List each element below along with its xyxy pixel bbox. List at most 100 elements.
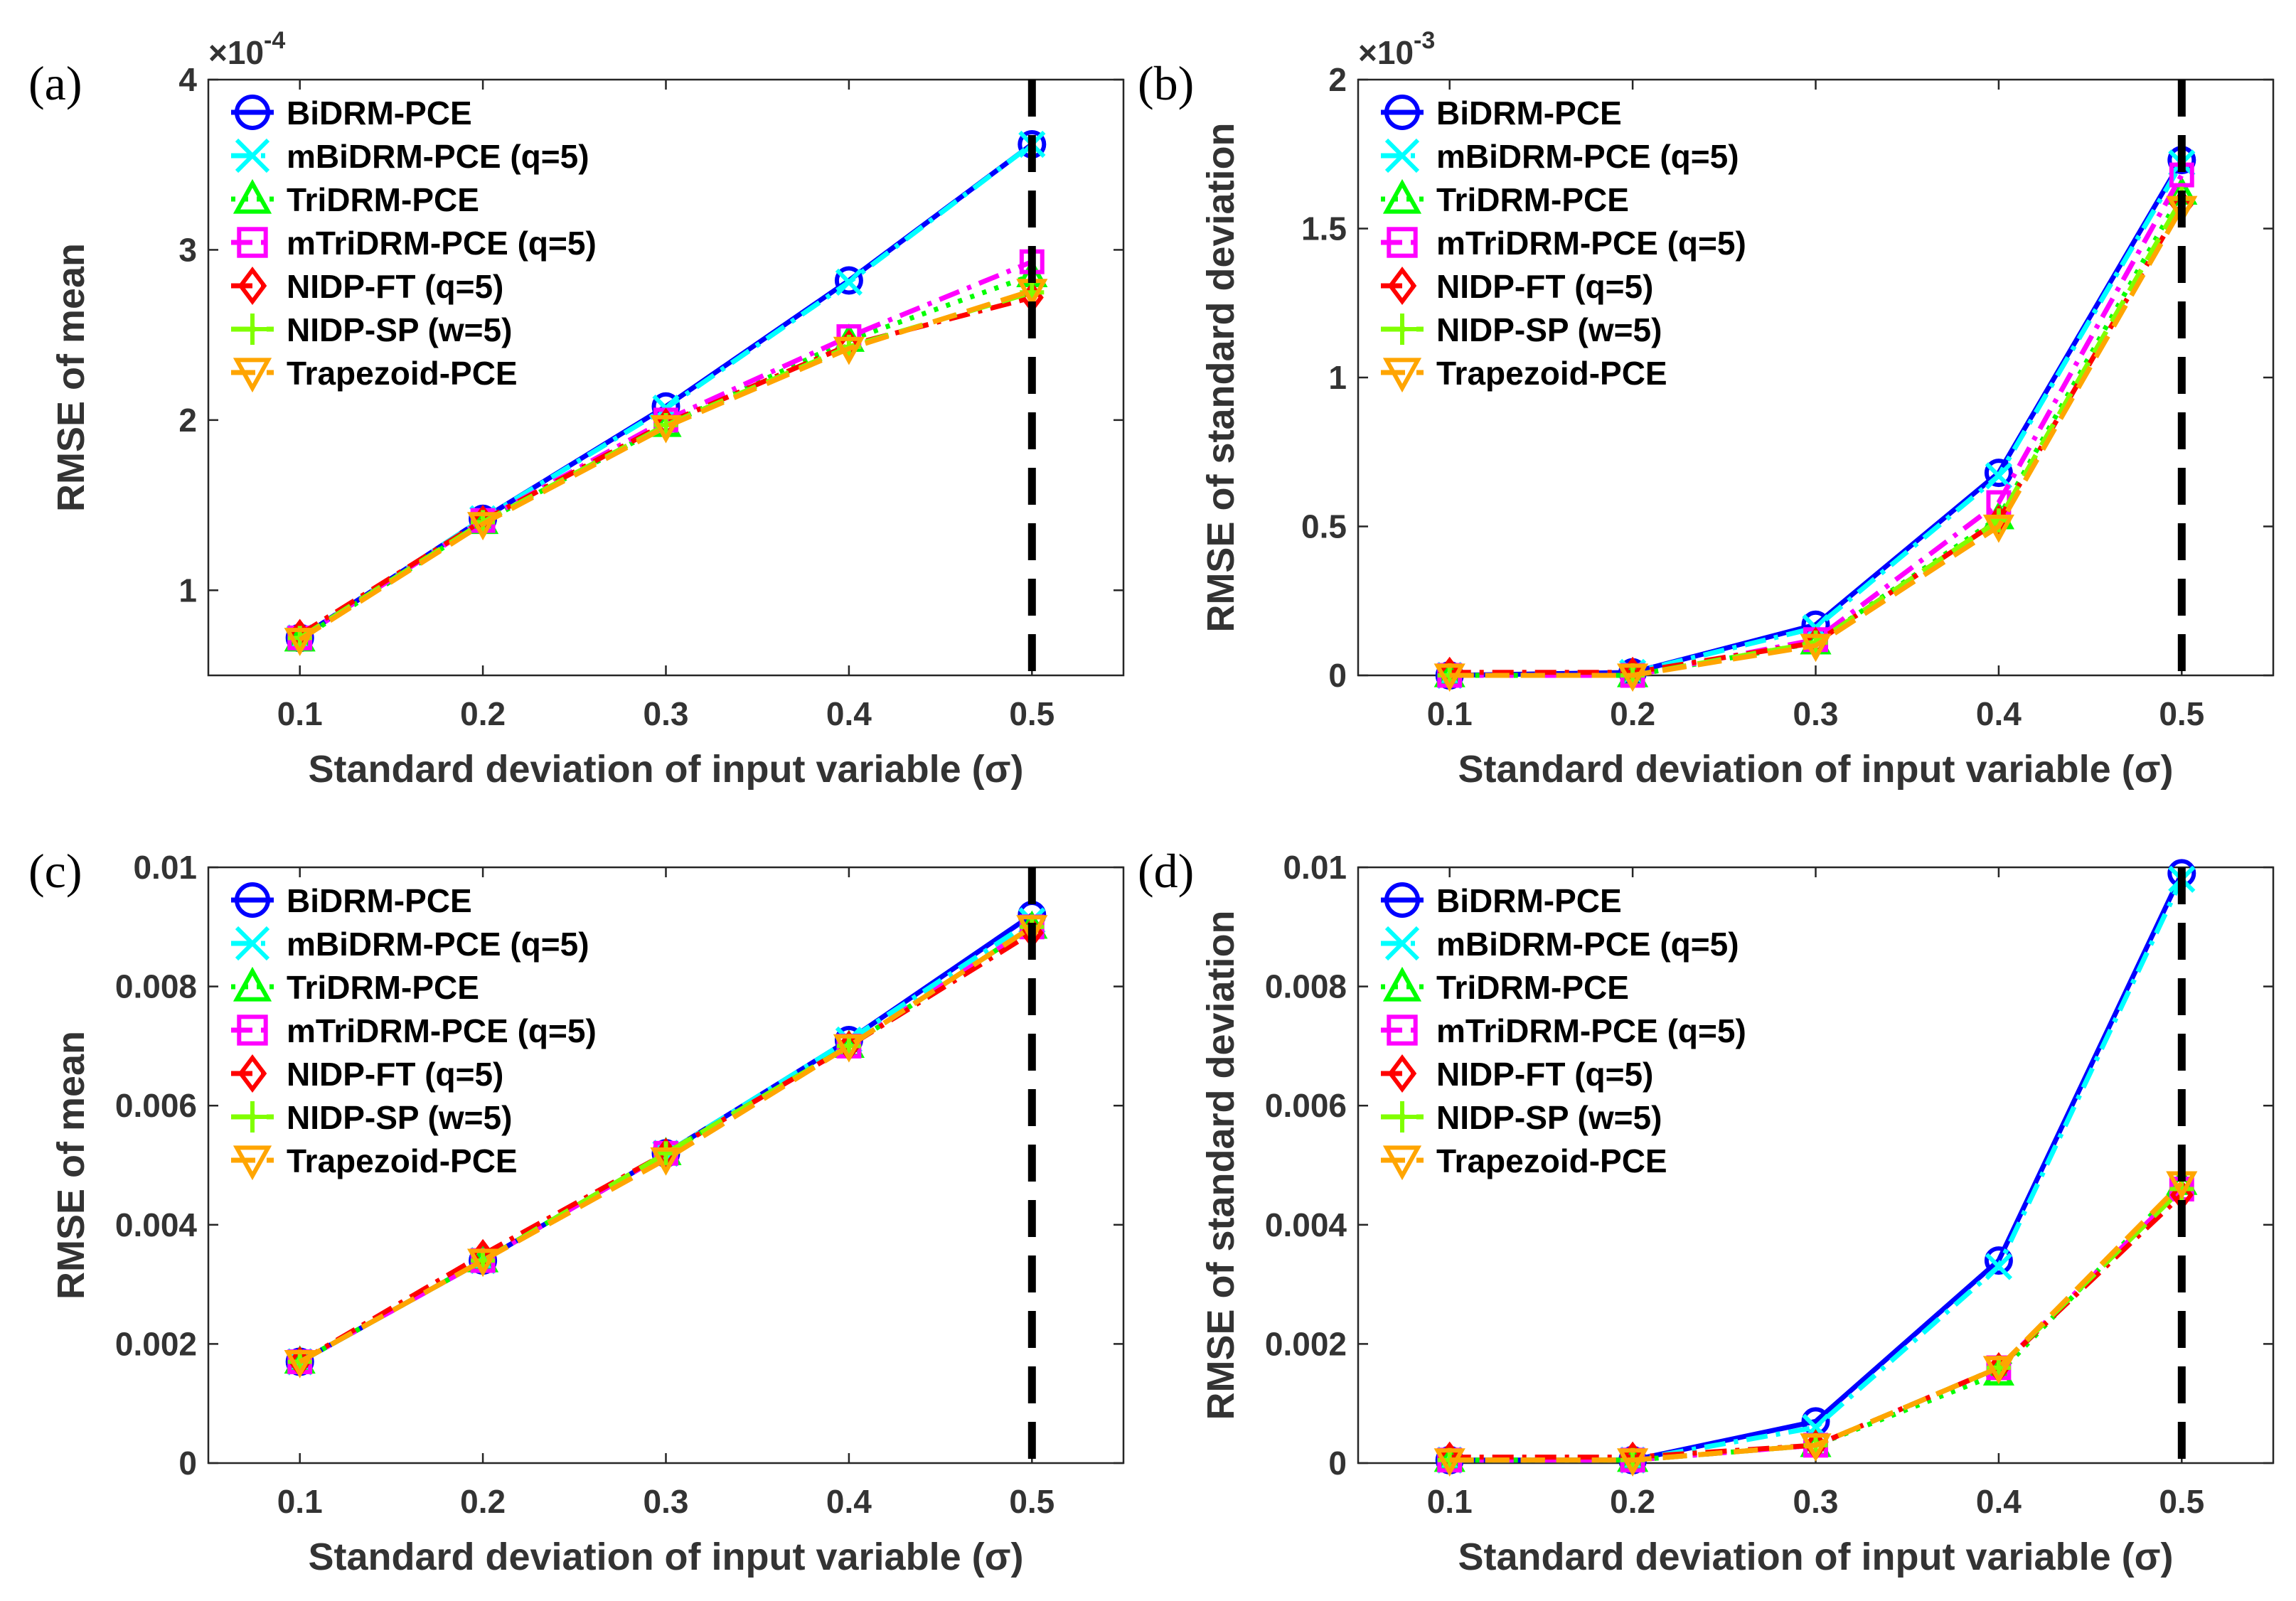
legend-label: TriDRM-PCE xyxy=(287,969,479,1006)
x-tick-label: 0.4 xyxy=(826,695,872,732)
y-tick-label: 0.006 xyxy=(1265,1087,1347,1124)
legend-item: Trapezoid-PCE xyxy=(231,355,518,393)
legend-marker xyxy=(235,926,270,961)
legend-marker xyxy=(1384,926,1420,961)
legend-item: mBiDRM-PCE (q=5) xyxy=(231,926,589,963)
legend-marker xyxy=(237,314,268,345)
legend-marker xyxy=(1387,1054,1417,1093)
legend: BiDRM-PCE mBiDRM-PCE (q=5) TriDRM-PCE mTriD… xyxy=(1381,95,1746,393)
legend-item: NIDP-FT (q=5) xyxy=(1381,267,1653,305)
x-tick-label: 0.4 xyxy=(826,1483,872,1520)
legend-marker xyxy=(233,966,272,1002)
y-tick-label: 1.5 xyxy=(1301,210,1347,247)
legend-item: TriDRM-PCE xyxy=(1381,966,1629,1006)
legend-marker xyxy=(1382,358,1422,393)
legend-label: NIDP-SP (w=5) xyxy=(1436,311,1662,348)
data-point xyxy=(1800,1433,1832,1462)
y-tick-label: 2 xyxy=(1328,61,1347,98)
legend-item: NIDP-SP (w=5) xyxy=(1381,1099,1662,1136)
x-axis-label: Standard deviation of input variable (σ) xyxy=(1458,1536,2173,1578)
x-tick-label: 0.4 xyxy=(1976,1483,2022,1520)
data-point xyxy=(467,1248,499,1278)
legend: BiDRM-PCE mBiDRM-PCE (q=5) TriDRM-PCE mTriD… xyxy=(231,882,597,1181)
legend-item: Trapezoid-PCE xyxy=(1381,355,1667,393)
legend-item: BiDRM-PCE xyxy=(231,95,472,132)
legend-marker xyxy=(235,138,270,173)
x-tick-label: 0.3 xyxy=(644,1483,689,1520)
legend-marker xyxy=(233,178,272,214)
legend-marker xyxy=(233,1145,272,1181)
legend-marker xyxy=(1387,1014,1418,1046)
y-tick-label: 0.004 xyxy=(1265,1206,1347,1243)
legend-marker xyxy=(1384,95,1420,130)
legend-label: NIDP-FT (q=5) xyxy=(1436,268,1653,305)
legend-label: NIDP-FT (q=5) xyxy=(287,268,503,305)
legend-item: NIDP-SP (w=5) xyxy=(231,311,512,348)
y-tick-label: 2 xyxy=(178,402,197,439)
y-tick-label: 1 xyxy=(178,572,197,609)
legend-item: TriDRM-PCE xyxy=(1381,178,1629,218)
legend: BiDRM-PCE mBiDRM-PCE (q=5) TriDRM-PCE mTriD… xyxy=(1381,882,1746,1181)
legend-label: NIDP-SP (w=5) xyxy=(1436,1099,1662,1136)
legend-label: BiDRM-PCE xyxy=(287,95,472,132)
legend-item: mBiDRM-PCE (q=5) xyxy=(1381,926,1739,963)
series-line xyxy=(298,931,1034,1364)
x-tick-label: 0.5 xyxy=(1009,695,1054,732)
legend-marker xyxy=(237,1101,268,1133)
y-tick-label: 0.5 xyxy=(1301,508,1347,545)
legend-marker xyxy=(1387,227,1418,258)
series-line xyxy=(1449,878,2184,1463)
y-exponent-label: ×10-3 xyxy=(1358,27,1435,71)
legend-item: mTriDRM-PCE (q=5) xyxy=(1381,1012,1746,1049)
legend-marker xyxy=(237,1014,268,1046)
series-line xyxy=(299,924,1034,1364)
legend-label: TriDRM-PCE xyxy=(1436,181,1629,218)
data-point xyxy=(835,268,863,296)
legend-label: NIDP-FT (q=5) xyxy=(287,1056,503,1093)
panel-label: (c) xyxy=(28,844,82,898)
y-tick-label: 0 xyxy=(178,1445,197,1482)
x-tick-label: 0.2 xyxy=(1610,1483,1655,1520)
series-trapezoid-pce xyxy=(284,279,1048,656)
data-point xyxy=(834,266,863,295)
legend-item: NIDP-FT (q=5) xyxy=(1381,1054,1653,1093)
legend-marker xyxy=(1384,138,1420,173)
legend-label: mTriDRM-PCE (q=5) xyxy=(287,1012,597,1049)
axes-box xyxy=(1357,866,2275,1465)
legend-label: BiDRM-PCE xyxy=(287,882,472,919)
data-point xyxy=(1984,1246,2013,1275)
legend-label: Trapezoid-PCE xyxy=(287,1142,518,1179)
legend-label: mTriDRM-PCE (q=5) xyxy=(1436,225,1746,262)
x-tick-label: 0.3 xyxy=(644,695,689,732)
legend-marker xyxy=(237,227,268,258)
legend-item: mTriDRM-PCE (q=5) xyxy=(1381,225,1746,262)
legend-marker xyxy=(1387,267,1417,305)
legend-label: BiDRM-PCE xyxy=(1436,95,1622,132)
legend-label: BiDRM-PCE xyxy=(1436,882,1622,919)
legend-label: Trapezoid-PCE xyxy=(1436,355,1667,392)
series-line xyxy=(1449,206,2184,678)
legend-label: mBiDRM-PCE (q=5) xyxy=(1436,138,1739,175)
series-line xyxy=(299,924,1034,1364)
x-axis-label: Standard deviation of input variable (σ) xyxy=(308,1536,1023,1578)
y-tick-label: 0.01 xyxy=(133,849,197,886)
panel-label: (a) xyxy=(28,56,82,110)
data-point xyxy=(833,1034,865,1063)
legend-label: Trapezoid-PCE xyxy=(1436,1142,1667,1179)
legend-item: NIDP-FT (q=5) xyxy=(231,267,503,305)
data-point xyxy=(1617,663,1649,692)
x-tick-label: 0.2 xyxy=(1610,695,1655,732)
data-point xyxy=(467,512,499,541)
x-tick-label: 0.2 xyxy=(460,695,506,732)
x-tick-label: 0.1 xyxy=(277,695,323,732)
y-axis-label: RMSE of mean xyxy=(50,243,92,512)
legend-marker xyxy=(237,1054,267,1093)
legend-item: TriDRM-PCE xyxy=(231,966,479,1006)
y-axis-label: RMSE of standard deviation xyxy=(1200,910,1242,1420)
panel-label: (b) xyxy=(1138,56,1194,110)
x-tick-label: 0.1 xyxy=(1427,1483,1473,1520)
legend-marker xyxy=(235,882,270,918)
chart-panel-d: 0.1 0.2 0.3 0.4 0.5 0 0.002 0.004 0.006 0.008 0.01… xyxy=(1138,844,2275,1578)
data-point xyxy=(284,628,316,656)
